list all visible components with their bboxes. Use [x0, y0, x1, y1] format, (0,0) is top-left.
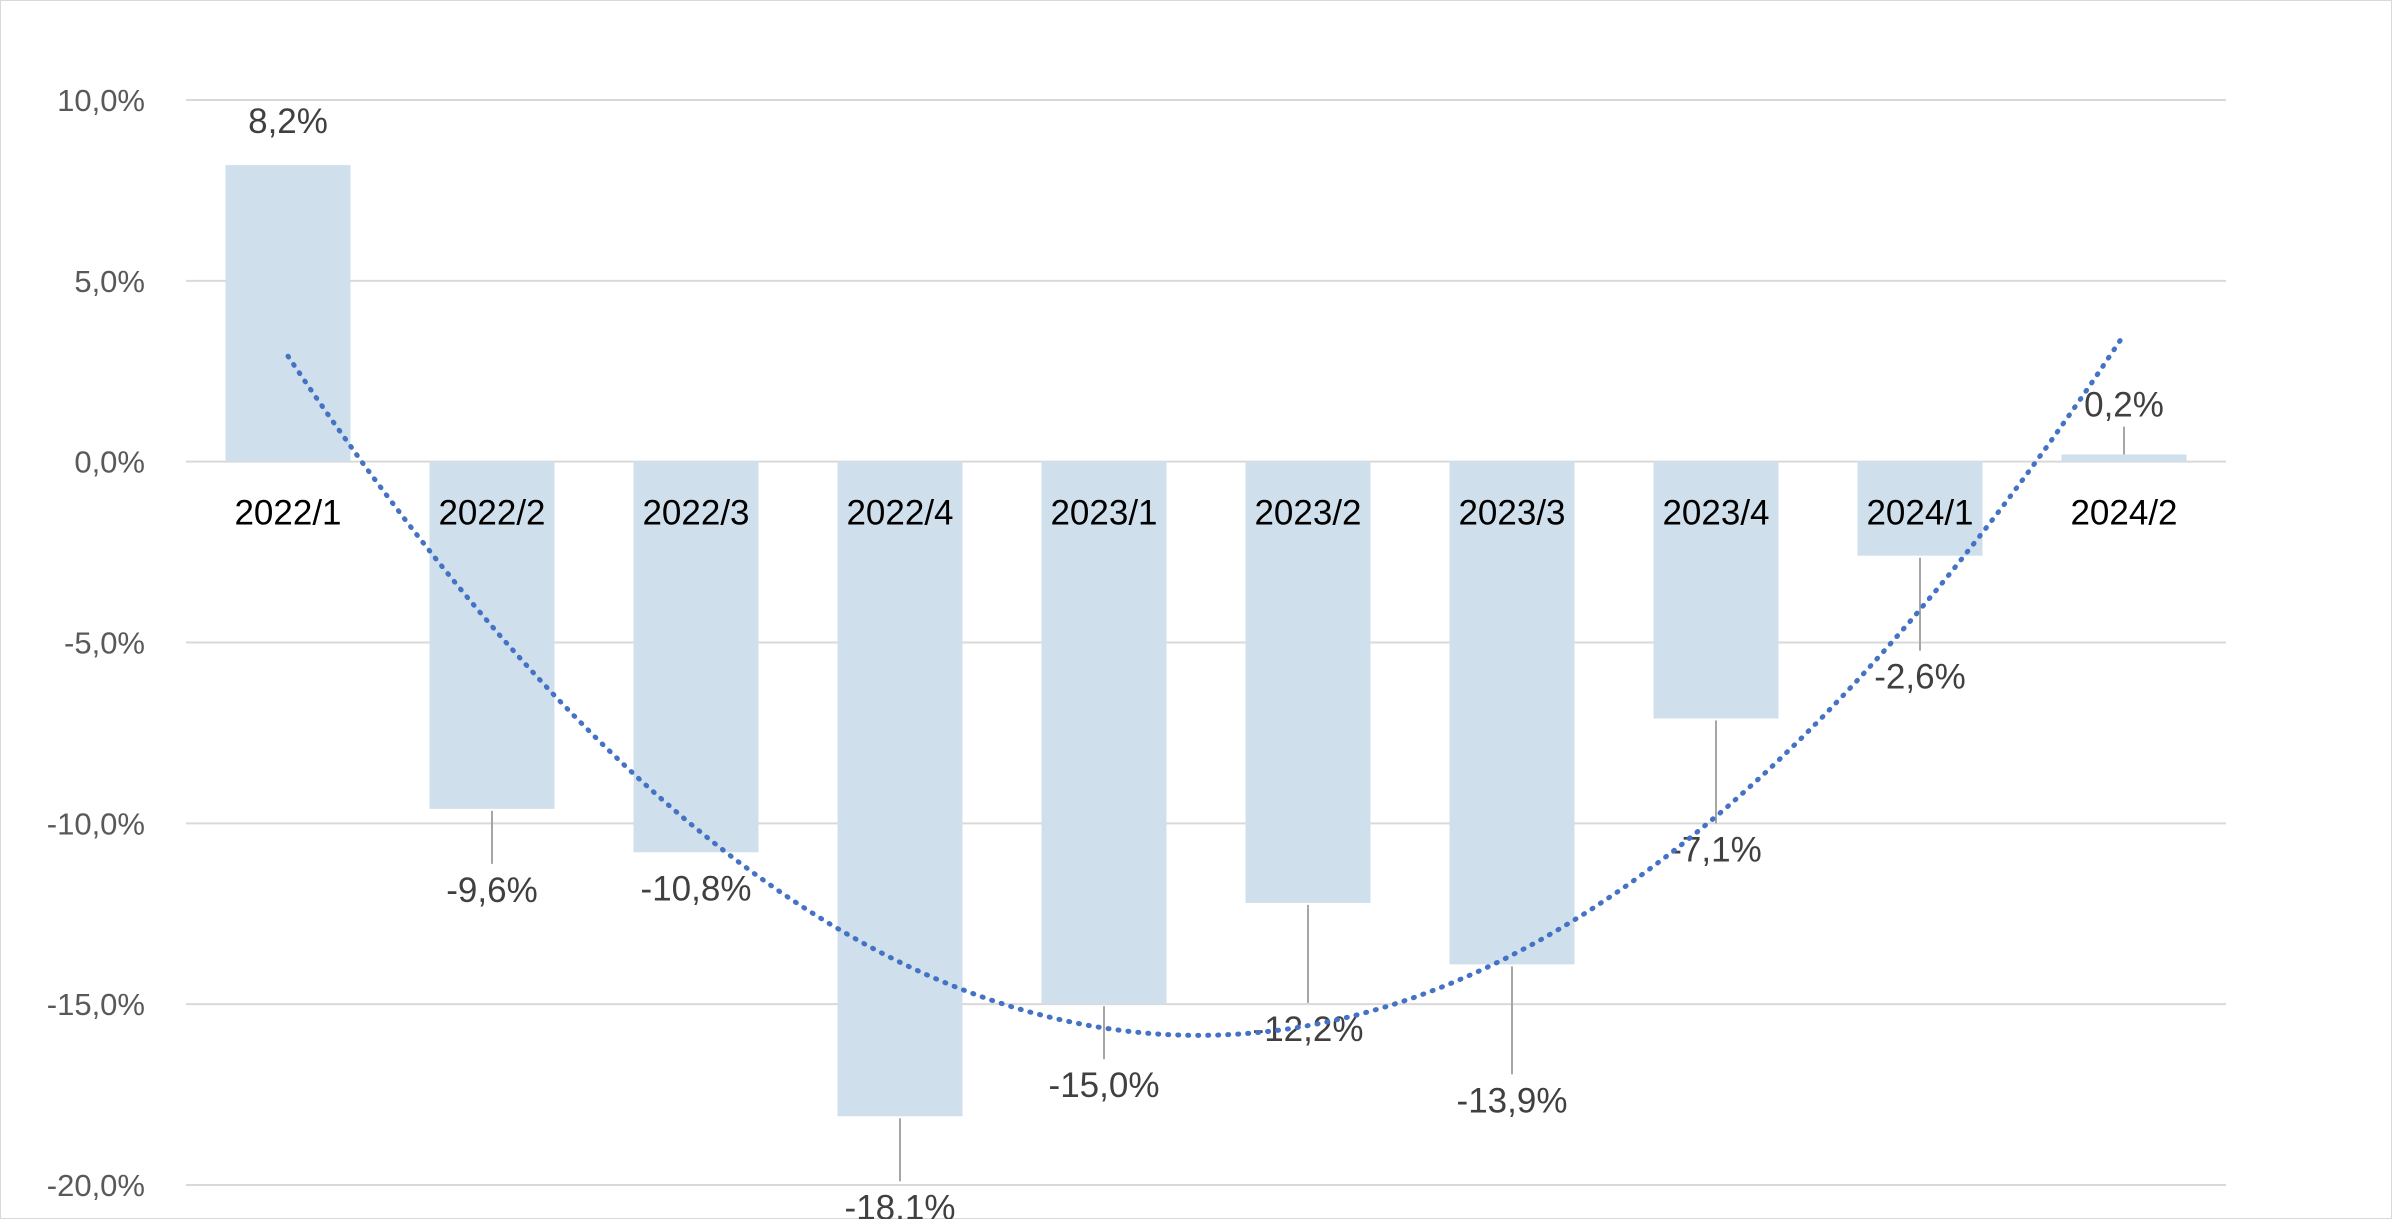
x-tick-label: 2023/3: [1458, 494, 1565, 533]
data-label: 8,2%: [248, 102, 328, 141]
bar: [225, 165, 351, 462]
x-tick-label: 2022/4: [846, 494, 953, 533]
y-tick-label: -10,0%: [47, 806, 145, 841]
x-tick-label: 2022/2: [438, 494, 545, 533]
data-label: -15,0%: [1049, 1066, 1160, 1105]
data-label: -18,1%: [845, 1188, 956, 1219]
data-label: -2,6%: [1874, 658, 1965, 697]
x-tick-label: 2024/1: [1866, 494, 1973, 533]
data-label: -13,9%: [1457, 1081, 1568, 1120]
x-tick-label: 2024/2: [2070, 494, 2177, 533]
bar: [837, 461, 963, 1117]
bar: [1653, 461, 1779, 719]
y-tick-label: 10,0%: [57, 83, 145, 118]
bar: [1857, 461, 1983, 556]
y-tick-label: 5,0%: [74, 264, 145, 299]
data-label: -9,6%: [446, 871, 537, 910]
bar: [1041, 461, 1167, 1005]
bar: [1449, 461, 1575, 965]
x-tick-label: 2022/3: [642, 494, 749, 533]
bar: [2061, 454, 2187, 462]
bar: [633, 461, 759, 853]
data-label: -10,8%: [641, 869, 752, 908]
y-tick-label: 0,0%: [74, 445, 145, 480]
trendline: [285, 332, 2127, 1038]
x-tick-label: 2023/1: [1050, 494, 1157, 533]
bar: [429, 461, 555, 809]
x-tick-label: 2022/1: [234, 494, 341, 533]
bar: [1245, 461, 1371, 903]
y-tick-label: -20,0%: [47, 1168, 145, 1203]
x-tick-label: 2023/4: [1662, 494, 1769, 533]
data-label: -7,1%: [1670, 830, 1761, 869]
y-tick-label: -5,0%: [64, 626, 145, 661]
x-tick-label: 2023/2: [1254, 494, 1361, 533]
y-tick-label: -15,0%: [47, 987, 145, 1022]
data-label: 0,2%: [2084, 386, 2164, 425]
